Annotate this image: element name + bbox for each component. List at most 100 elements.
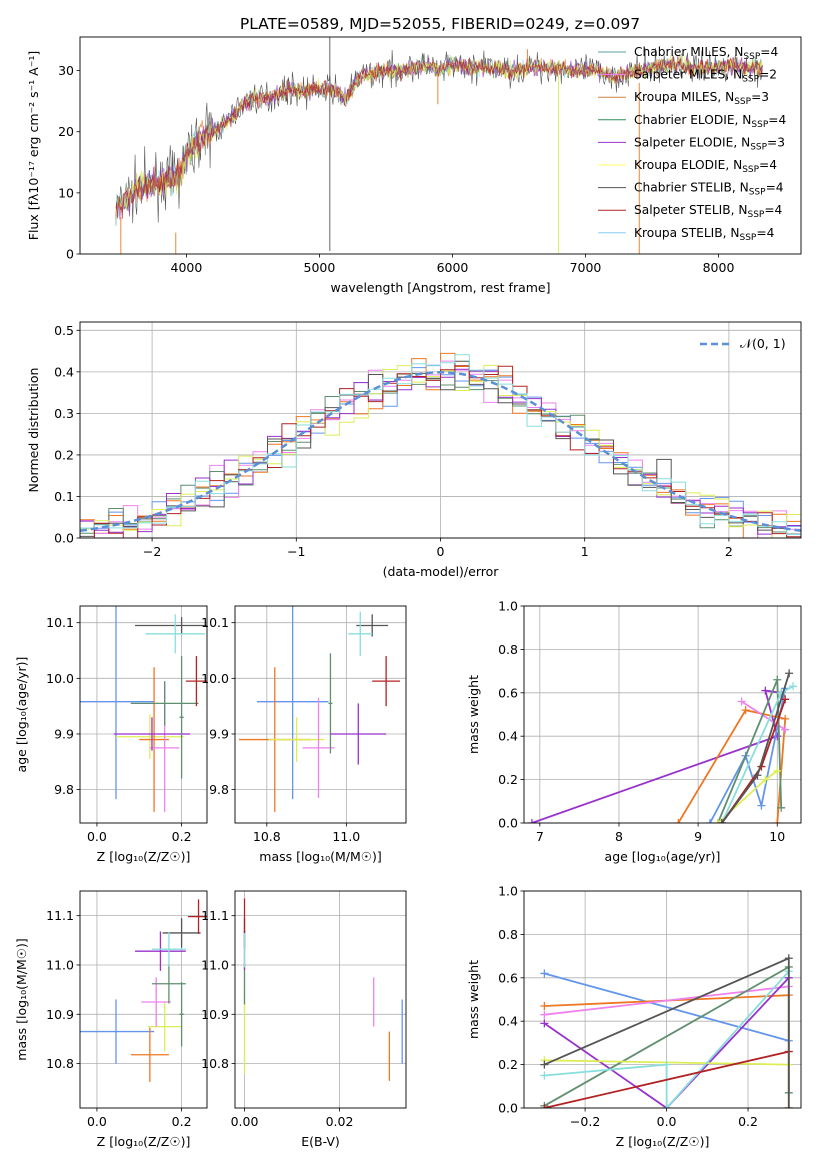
y-tick-label: 10.1 bbox=[201, 615, 229, 630]
error-bar-point bbox=[151, 931, 186, 967]
weight-marker bbox=[662, 1060, 671, 1069]
y-axis-label: Normed distribution bbox=[26, 368, 41, 493]
y-tick-label: 0.2 bbox=[498, 1057, 518, 1072]
error-bar-point bbox=[328, 653, 333, 754]
x-tick-label: 0.2 bbox=[172, 1114, 192, 1129]
chart-z_age: 0.0 0.2 9.8 9.9 10.0 10.1 Z [log₁₀(Z/Z☉)] age [… bbox=[14, 605, 208, 864]
y-axis-label: age [log₁₀(age/yr)] bbox=[14, 657, 29, 773]
y-tick-label: 11.0 bbox=[46, 957, 74, 972]
weight-marker bbox=[784, 1104, 793, 1108]
x-tick-label: 1 bbox=[581, 544, 589, 559]
error-bar-point bbox=[80, 999, 155, 1064]
weight-marker bbox=[781, 725, 790, 734]
x-tick-label: 0.0 bbox=[657, 1114, 677, 1129]
x-tick-label: 0.00 bbox=[231, 1114, 259, 1129]
chart-residuals: −2 −1 0 1 2 0.0 0.1 0.2 0.3 0.4 0.5 (data-model)/er… bbox=[26, 321, 802, 579]
y-axis-label: mass [log₁₀(M/M☉)] bbox=[14, 938, 29, 1060]
legend-label: Chabrier MILES, NSSP=4 bbox=[634, 45, 778, 62]
y-tick-label: 11.0 bbox=[201, 957, 229, 972]
weight-marker bbox=[753, 771, 762, 780]
weight-marker bbox=[713, 819, 722, 823]
y-axis-label: mass weight bbox=[466, 960, 481, 1039]
error-bar-point bbox=[135, 931, 186, 971]
axes-frame bbox=[523, 605, 802, 824]
legend-label: Kroupa ELODIE, NSSP=4 bbox=[634, 158, 777, 175]
histogram-step bbox=[80, 360, 801, 537]
y-tick-label: 11.1 bbox=[46, 908, 74, 923]
plot-area bbox=[243, 898, 403, 1081]
y-tick-label: 0.6 bbox=[498, 685, 518, 700]
error-bar-point bbox=[187, 899, 207, 934]
spectrum-line bbox=[115, 56, 763, 219]
weight-marker bbox=[540, 1060, 549, 1069]
y-tick-label: 0.0 bbox=[54, 531, 74, 546]
error-bar-point bbox=[147, 1001, 182, 1052]
spectrum-line bbox=[115, 54, 763, 218]
weight-line bbox=[544, 985, 789, 1016]
y-axis-label: mass weight bbox=[466, 675, 481, 754]
y-tick-label: 0 bbox=[66, 247, 74, 262]
x-tick-label: 5000 bbox=[304, 260, 336, 275]
weight-marker bbox=[761, 775, 770, 784]
x-tick-label: 9 bbox=[694, 829, 702, 844]
weight-marker bbox=[674, 819, 683, 823]
x-tick-label: 8 bbox=[615, 829, 623, 844]
y-tick-label: 10.0 bbox=[201, 671, 229, 686]
x-tick-label: 0.0 bbox=[87, 829, 107, 844]
x-tick-label: 2 bbox=[725, 544, 733, 559]
y-tick-label: 9.8 bbox=[54, 782, 74, 797]
error-bar-point bbox=[356, 614, 389, 637]
axes-frame bbox=[234, 890, 407, 1109]
error-bar-point bbox=[348, 611, 373, 657]
weight-marker bbox=[717, 819, 726, 823]
chart-mass_age: 10.8 11.0 9.8 9.9 10.0 10.1 mass [log₁₀(M/M☉)] bbox=[201, 605, 407, 864]
y-tick-label: 0.4 bbox=[498, 729, 518, 744]
weight-marker bbox=[540, 1019, 549, 1028]
x-axis-label: age [log₁₀(age/yr)] bbox=[605, 849, 721, 864]
x-tick-label: −2 bbox=[143, 544, 161, 559]
x-tick-label: −1 bbox=[287, 544, 305, 559]
y-tick-label: 10.8 bbox=[201, 1056, 229, 1071]
y-tick-label: 10.1 bbox=[46, 615, 74, 630]
y-tick-label: 30 bbox=[58, 63, 74, 78]
axes-frame bbox=[234, 605, 407, 824]
weight-marker bbox=[741, 706, 750, 715]
weight-marker bbox=[773, 766, 782, 775]
weight-marker bbox=[773, 675, 782, 684]
weight-marker bbox=[705, 819, 714, 823]
weight-line bbox=[544, 1050, 790, 1108]
y-tick-label: 0.1 bbox=[54, 489, 74, 504]
weight-marker bbox=[777, 803, 786, 812]
chart-age_weight: 7 8 9 10 0.0 0.2 0.4 0.6 0.8 1.0 age [log₁₀(age/yr… bbox=[466, 599, 802, 864]
y-tick-label: 0.4 bbox=[54, 364, 74, 379]
weight-marker bbox=[784, 954, 793, 963]
error-bar-point bbox=[330, 703, 387, 765]
plot-area bbox=[80, 899, 207, 1082]
weight-marker bbox=[785, 669, 794, 678]
error-bar-point bbox=[302, 697, 335, 798]
plot-area bbox=[80, 352, 801, 538]
x-tick-label: 11.0 bbox=[332, 829, 360, 844]
weight-marker bbox=[737, 697, 746, 706]
axes-frame bbox=[79, 890, 208, 1109]
y-tick-label: 10.8 bbox=[46, 1056, 74, 1071]
legend-label: Chabrier STELIB, NSSP=4 bbox=[634, 181, 784, 198]
plot-area bbox=[238, 606, 401, 812]
y-tick-label: 9.8 bbox=[209, 782, 229, 797]
error-bar-point bbox=[130, 1027, 169, 1082]
y-tick-label: 20 bbox=[58, 124, 74, 139]
weight-line bbox=[544, 972, 790, 1042]
x-tick-label: 0.02 bbox=[326, 1114, 354, 1129]
error-bar-point bbox=[372, 656, 401, 707]
chart-z_mass: 0.0 0.2 10.8 10.9 11.0 11.1 Z [log₁₀(Z/Z☉)] mas… bbox=[14, 890, 208, 1149]
axes-frame bbox=[523, 890, 802, 1109]
normal-curve bbox=[80, 371, 801, 532]
weight-marker bbox=[781, 714, 790, 723]
weight-marker bbox=[662, 1104, 671, 1108]
axes-frame bbox=[79, 36, 802, 255]
x-tick-label: 10.8 bbox=[253, 829, 281, 844]
legend-label: 𝒩(0, 1) bbox=[740, 336, 786, 351]
histogram-step bbox=[80, 365, 801, 538]
